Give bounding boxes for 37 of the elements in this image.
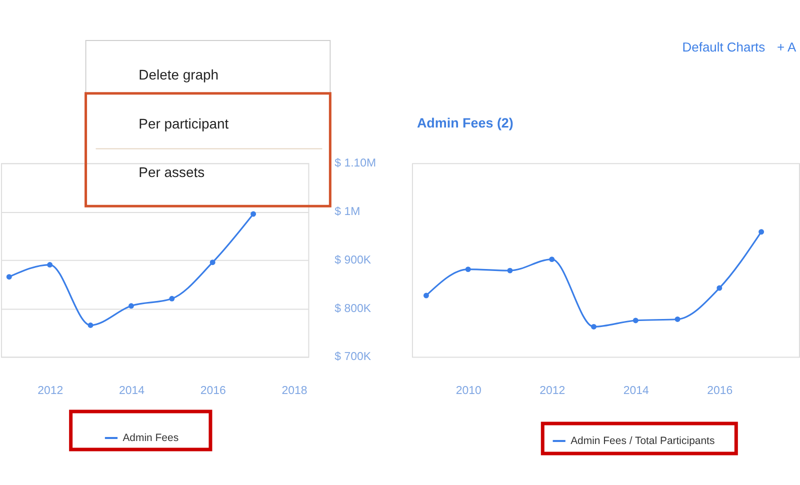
point	[128, 303, 134, 309]
annotation: Per assets	[138, 164, 205, 180]
y-tick-label: $ 900K	[334, 254, 372, 266]
y-tick-label: $ 1.10M	[334, 158, 376, 170]
chart-title: Admin Fees (2)	[416, 115, 514, 130]
point	[210, 260, 216, 266]
text: + A	[777, 39, 797, 54]
text: Delete graph	[138, 66, 219, 82]
point	[47, 262, 53, 268]
x-tick-label: 2012	[540, 385, 566, 398]
point	[88, 322, 94, 328]
text: Default Charts	[682, 39, 766, 54]
point	[549, 256, 555, 262]
point	[674, 316, 680, 322]
x-tick-label: 2016	[200, 385, 226, 398]
y-tick-label: $ 800K	[334, 302, 372, 315]
point	[423, 292, 429, 298]
point	[632, 318, 638, 324]
text: Per participant	[138, 115, 229, 132]
point	[169, 296, 175, 302]
y-tick-label: $ 700K	[334, 351, 372, 364]
x-tick-label: 2014	[118, 385, 146, 398]
x-tick-label: 2012	[38, 385, 64, 398]
legend-label: Admin Fees	[122, 432, 179, 444]
point	[465, 266, 471, 272]
point	[758, 229, 764, 235]
point	[507, 268, 513, 274]
point	[716, 285, 722, 291]
x-tick-label: 2018	[282, 385, 308, 398]
point	[591, 324, 596, 330]
x-tick-label: 2016	[707, 385, 733, 398]
x-tick-label: 2014	[623, 385, 650, 398]
legend-label: Admin Fees / Total Participants	[570, 436, 715, 447]
point	[250, 211, 256, 217]
x-tick-label: 2010	[456, 385, 482, 398]
y-tick-label: $ 1M	[334, 206, 360, 218]
point	[6, 274, 12, 280]
